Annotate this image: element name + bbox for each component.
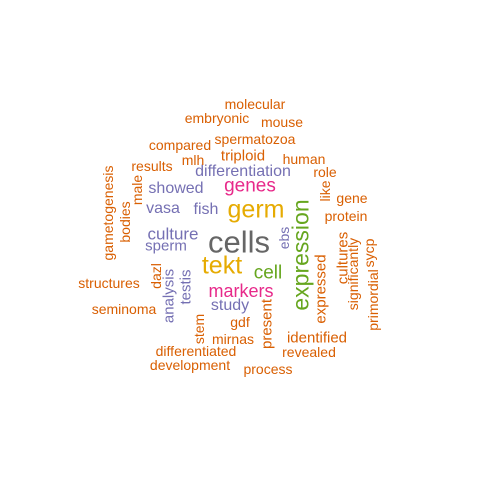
word-bodies: bodies [117, 201, 133, 243]
word-structures: structures [78, 275, 140, 291]
word-gdf: gdf [230, 314, 250, 330]
word-gene: gene [336, 190, 368, 206]
word-like: like [317, 180, 333, 202]
word-expression: expression [287, 199, 314, 311]
word-embryonic: embryonic [184, 110, 250, 126]
word-mlh: mlh [181, 152, 205, 168]
word-spermatozoa: spermatozoa [214, 131, 296, 147]
word-results: results [131, 158, 173, 174]
word-genes: genes [224, 175, 276, 197]
word-gametogenesis: gametogenesis [100, 165, 116, 261]
word-process: process [243, 361, 293, 377]
word-seminoma: seminoma [91, 301, 157, 317]
word-fish: fish [193, 201, 219, 218]
word-identified: identified [286, 329, 348, 347]
word-revealed: revealed [282, 344, 336, 360]
word-present: present [258, 298, 276, 350]
word-ebs: ebs [276, 226, 292, 250]
word-cells: cells [207, 224, 271, 260]
word-dazl: dazl [148, 263, 164, 289]
word-showed: showed [148, 180, 204, 197]
word-expressed: expressed [312, 254, 330, 324]
word-significantly: significantly [345, 237, 361, 311]
word-molecular: molecular [224, 96, 286, 112]
word-male: male [129, 174, 145, 206]
word-study: study [210, 297, 250, 314]
word-tekt: tekt [201, 251, 243, 280]
word-germ: germ [227, 195, 285, 224]
word-protein: protein [324, 208, 368, 224]
word-triploid: triploid [220, 147, 266, 165]
word-vasa: vasa [146, 200, 180, 217]
word-stem: stem [191, 313, 207, 345]
word-compared: compared [148, 137, 212, 153]
word-cell: cell [253, 262, 283, 284]
word-sperm: sperm [145, 237, 187, 255]
word-sycp: sycp [361, 238, 377, 268]
word-culture: culture [147, 224, 199, 244]
word-testis: testis [177, 269, 195, 305]
word-differentiated: differentiated [155, 343, 237, 359]
word-markers: markers [208, 281, 274, 301]
word-role: role [313, 164, 337, 180]
word-human: human [282, 151, 326, 167]
word-mirnas: mirnas [211, 331, 255, 347]
word-primordial: primordial [365, 269, 381, 331]
word-differentiation: differentiation [195, 163, 291, 180]
word-development: development [149, 357, 231, 373]
word-mouse: mouse [260, 114, 304, 130]
